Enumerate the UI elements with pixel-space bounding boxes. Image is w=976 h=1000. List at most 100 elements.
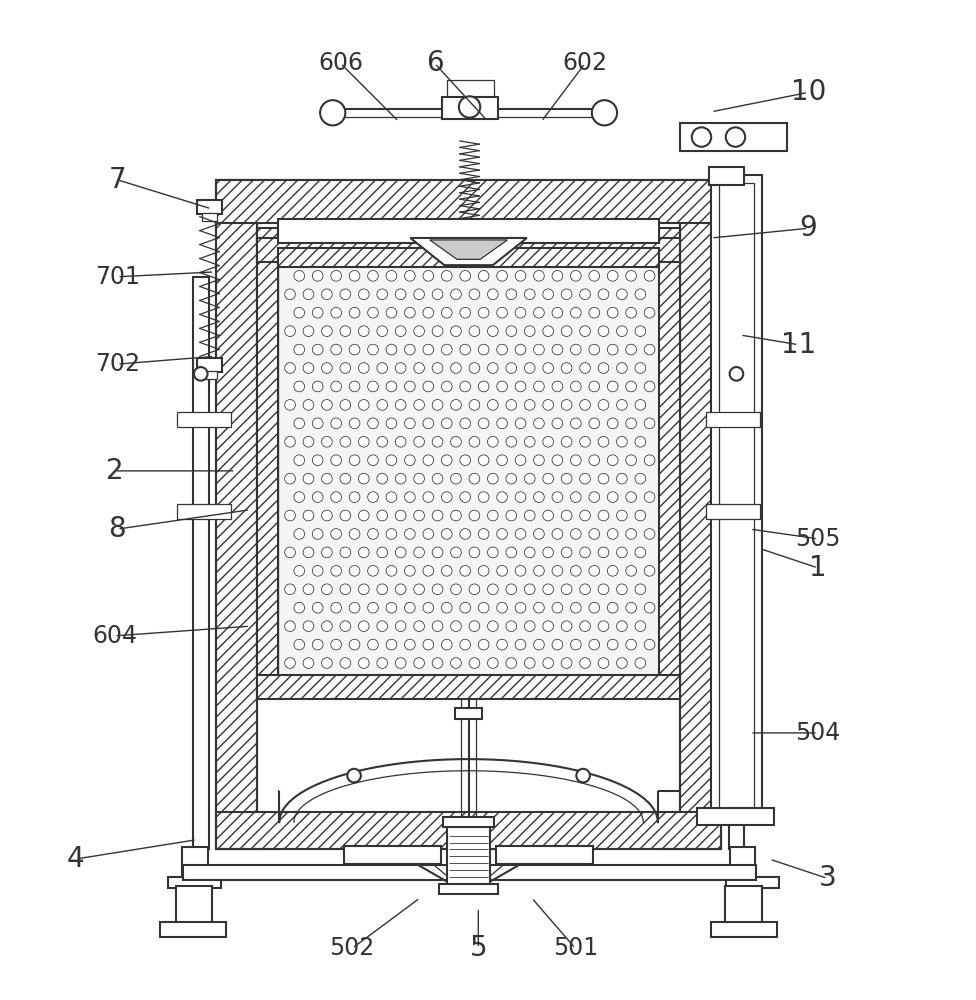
Bar <box>278 262 659 675</box>
Circle shape <box>580 584 590 595</box>
Circle shape <box>194 367 208 381</box>
Circle shape <box>515 418 526 429</box>
Circle shape <box>423 566 433 576</box>
Circle shape <box>598 621 609 631</box>
Circle shape <box>441 602 452 613</box>
Circle shape <box>432 363 443 373</box>
Bar <box>278 248 659 267</box>
Bar <box>160 922 226 937</box>
Circle shape <box>304 436 314 447</box>
Circle shape <box>423 455 433 466</box>
Text: 502: 502 <box>330 936 375 960</box>
Circle shape <box>488 658 498 668</box>
Circle shape <box>377 658 387 668</box>
Circle shape <box>441 270 452 281</box>
Circle shape <box>414 400 425 410</box>
Circle shape <box>607 566 618 576</box>
Circle shape <box>423 492 433 502</box>
Bar <box>730 847 754 888</box>
Circle shape <box>497 492 508 502</box>
Circle shape <box>285 473 296 484</box>
Circle shape <box>644 270 655 281</box>
Circle shape <box>506 400 516 410</box>
Bar <box>168 877 222 888</box>
Circle shape <box>451 363 462 373</box>
Circle shape <box>552 381 563 392</box>
Circle shape <box>423 307 433 318</box>
Text: 6: 6 <box>426 49 443 77</box>
Circle shape <box>644 492 655 502</box>
Circle shape <box>414 473 425 484</box>
Circle shape <box>552 307 563 318</box>
Circle shape <box>349 455 360 466</box>
Circle shape <box>607 602 618 613</box>
Circle shape <box>506 473 516 484</box>
Circle shape <box>285 289 296 300</box>
Circle shape <box>644 529 655 539</box>
Circle shape <box>543 584 553 595</box>
Circle shape <box>626 639 636 650</box>
Circle shape <box>285 621 296 631</box>
Circle shape <box>589 492 599 502</box>
Circle shape <box>321 473 332 484</box>
Circle shape <box>635 289 646 300</box>
Circle shape <box>506 436 516 447</box>
Circle shape <box>469 658 480 668</box>
Bar <box>202 371 218 379</box>
Circle shape <box>607 455 618 466</box>
Circle shape <box>349 307 360 318</box>
Circle shape <box>386 307 397 318</box>
Circle shape <box>321 289 332 300</box>
Circle shape <box>377 326 387 336</box>
Circle shape <box>395 326 406 336</box>
Circle shape <box>423 602 433 613</box>
Circle shape <box>451 289 462 300</box>
Circle shape <box>617 363 628 373</box>
Circle shape <box>294 418 305 429</box>
Circle shape <box>561 510 572 521</box>
Circle shape <box>598 584 609 595</box>
Circle shape <box>524 621 535 631</box>
Circle shape <box>386 455 397 466</box>
Circle shape <box>304 658 314 668</box>
Circle shape <box>617 510 628 521</box>
Circle shape <box>506 584 516 595</box>
Circle shape <box>515 307 526 318</box>
Circle shape <box>404 566 415 576</box>
Bar <box>217 812 721 849</box>
Circle shape <box>534 307 545 318</box>
Circle shape <box>478 307 489 318</box>
Circle shape <box>580 400 590 410</box>
Circle shape <box>552 639 563 650</box>
Circle shape <box>571 307 581 318</box>
Circle shape <box>349 602 360 613</box>
Circle shape <box>726 127 745 147</box>
Circle shape <box>321 547 332 558</box>
Circle shape <box>377 547 387 558</box>
Circle shape <box>294 270 305 281</box>
Circle shape <box>414 621 425 631</box>
Circle shape <box>358 510 369 521</box>
Circle shape <box>591 100 617 125</box>
Text: 602: 602 <box>562 51 607 75</box>
Circle shape <box>358 658 369 668</box>
Circle shape <box>404 639 415 650</box>
Circle shape <box>534 344 545 355</box>
Circle shape <box>478 529 489 539</box>
Circle shape <box>571 492 581 502</box>
Circle shape <box>460 381 470 392</box>
Bar <box>443 817 494 827</box>
Bar <box>680 123 787 151</box>
Circle shape <box>423 418 433 429</box>
Circle shape <box>515 455 526 466</box>
Circle shape <box>524 473 535 484</box>
Circle shape <box>368 455 379 466</box>
Circle shape <box>368 639 379 650</box>
Circle shape <box>571 344 581 355</box>
Circle shape <box>331 602 342 613</box>
Circle shape <box>589 344 599 355</box>
Circle shape <box>331 381 342 392</box>
Circle shape <box>524 400 535 410</box>
Circle shape <box>312 381 323 392</box>
Bar <box>447 825 490 888</box>
